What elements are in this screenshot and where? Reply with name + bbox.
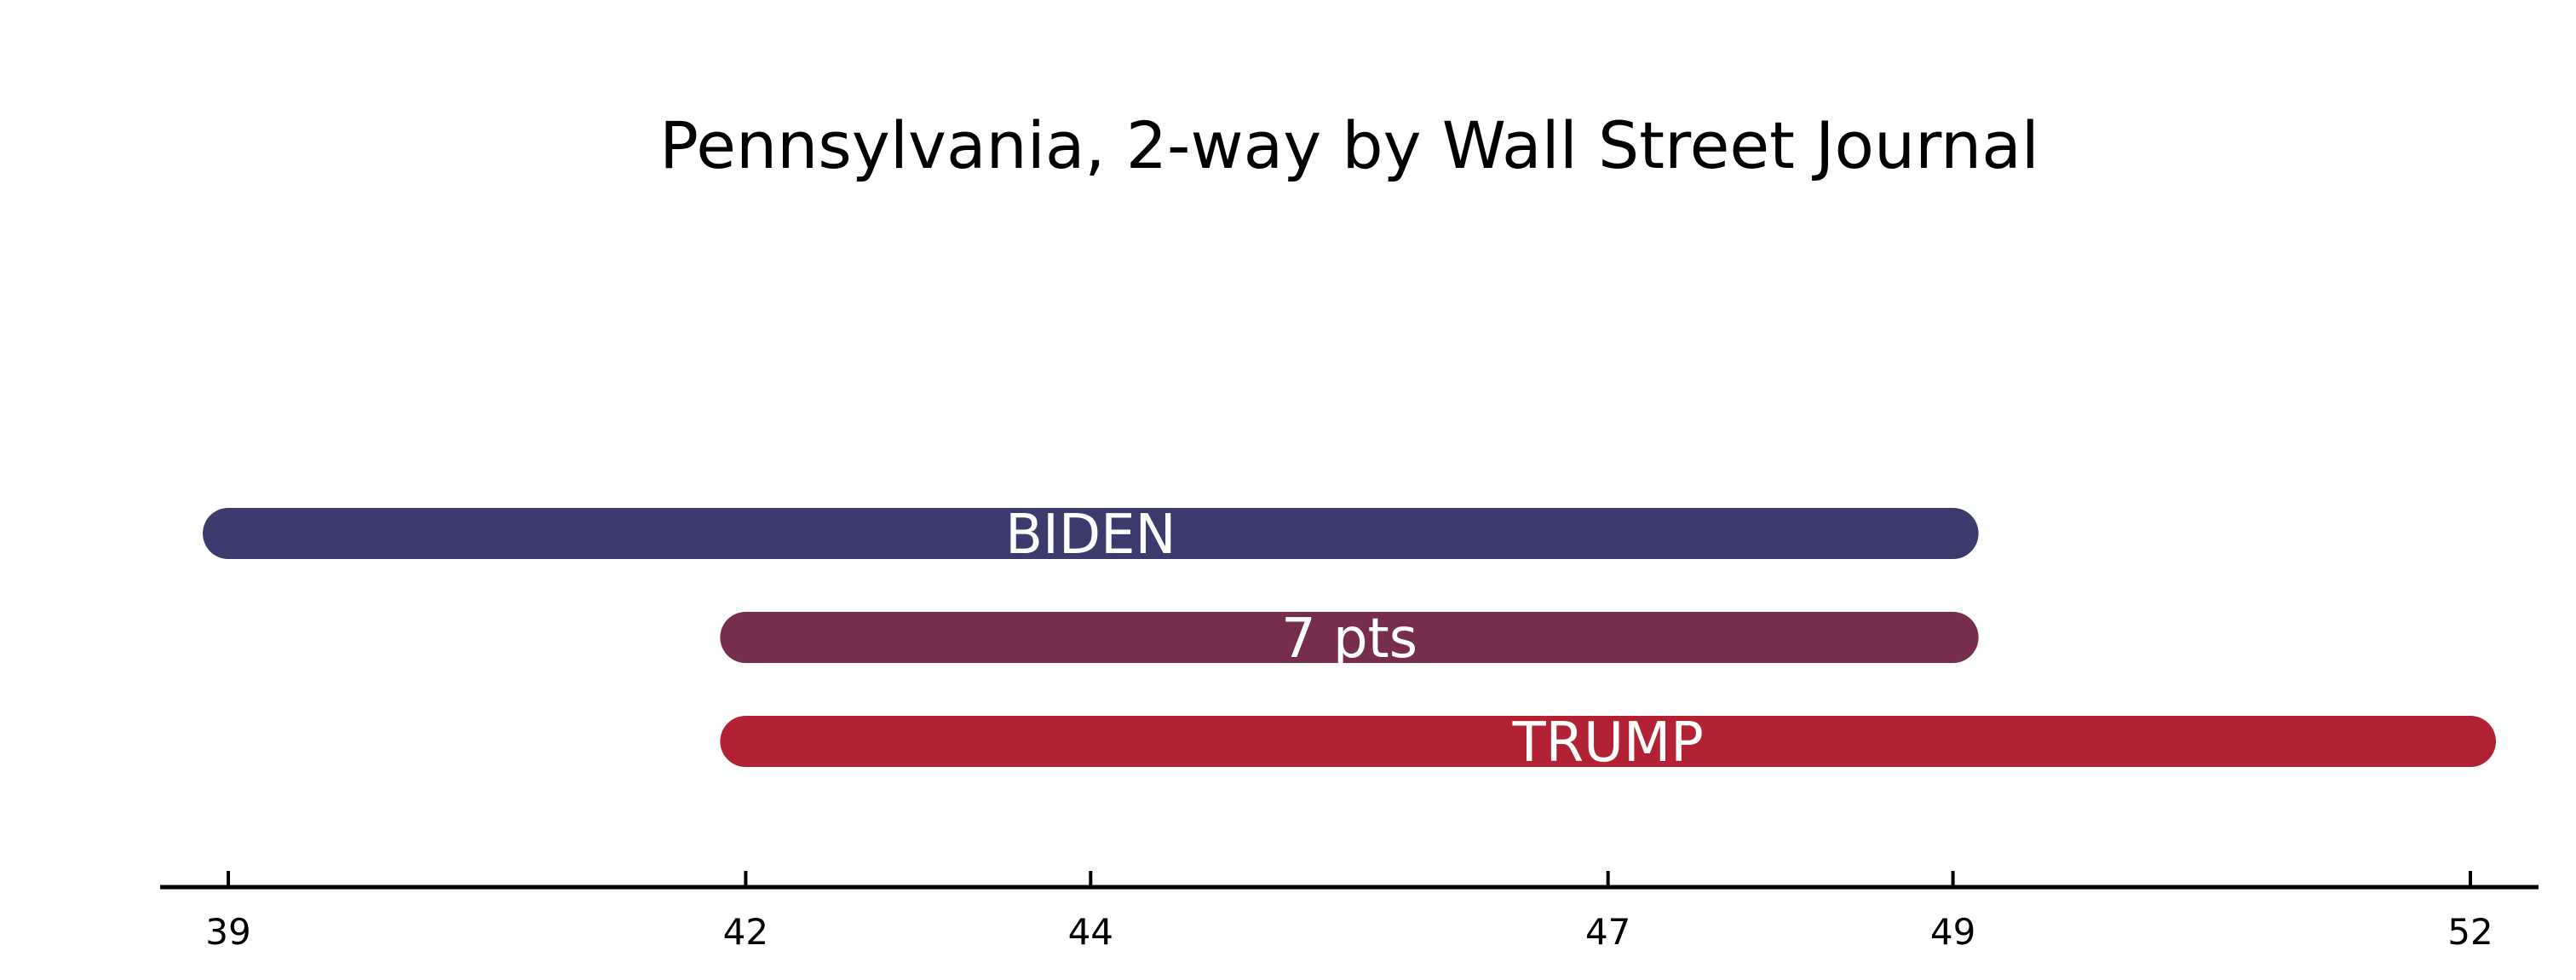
x-tick-label: 47	[1585, 911, 1630, 953]
x-tick-label: 39	[205, 911, 250, 953]
x-axis-ticks: 39 42 44 47 49 52	[205, 871, 2493, 953]
x-tick-label: 44	[1068, 911, 1113, 953]
chart-title: Pennsylvania, 2-way by Wall Street Journ…	[659, 107, 2039, 183]
x-tick-label: 49	[1930, 911, 1975, 953]
bar-label: BIDEN	[1005, 504, 1176, 567]
x-tick-label: 52	[2447, 911, 2493, 953]
bars-layer: BIDEN 7 pts TRUMP	[203, 504, 2496, 775]
x-tick-label: 42	[723, 911, 768, 953]
bar-label: 7 pts	[1281, 608, 1417, 671]
bar-label: TRUMP	[1512, 712, 1704, 775]
